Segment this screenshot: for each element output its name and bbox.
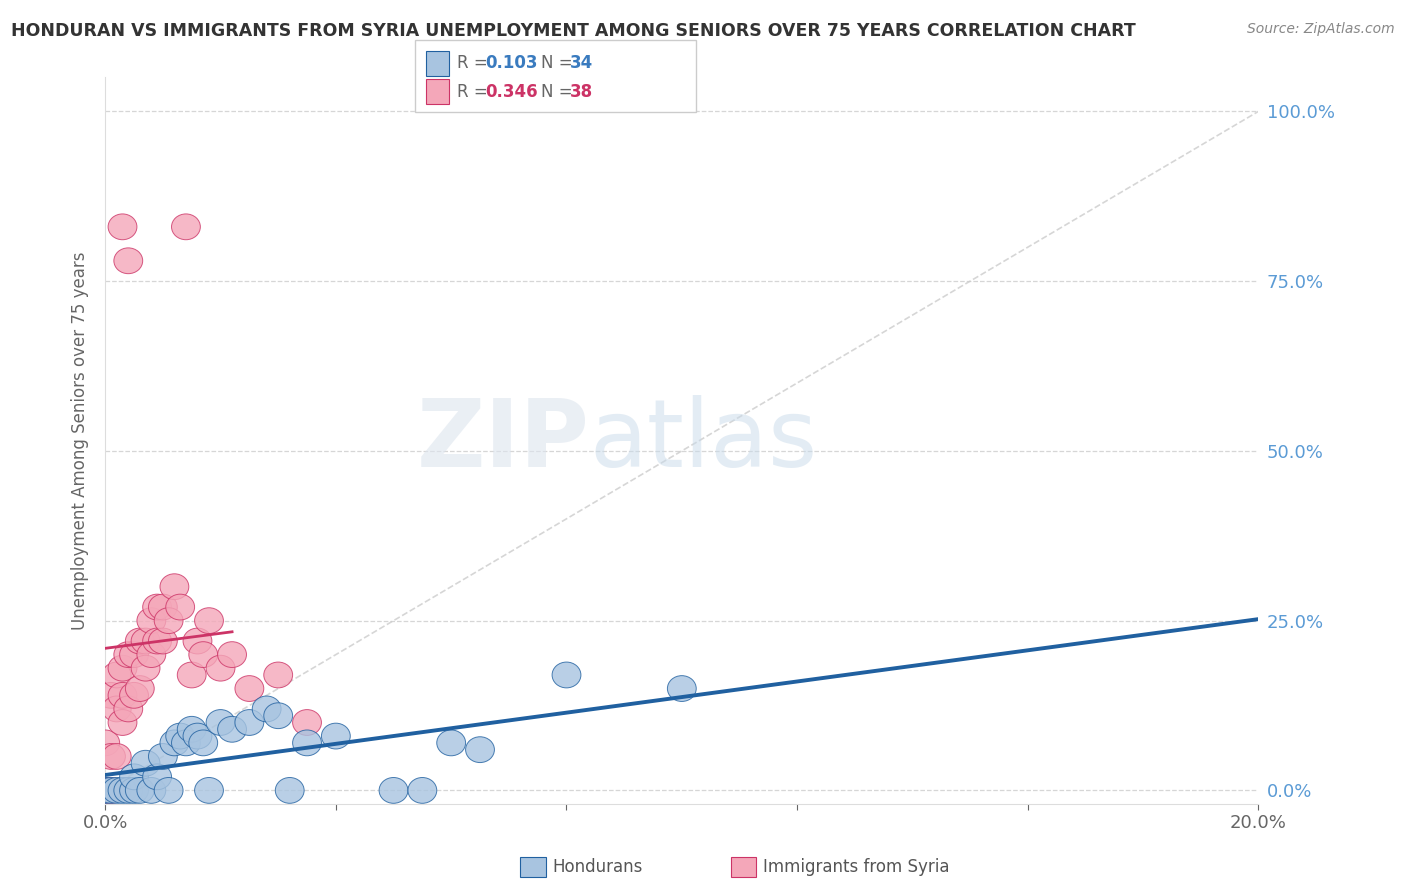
Ellipse shape: [292, 730, 322, 756]
Text: Hondurans: Hondurans: [553, 858, 643, 876]
Ellipse shape: [114, 696, 142, 722]
Ellipse shape: [108, 710, 136, 735]
Ellipse shape: [120, 778, 149, 804]
Ellipse shape: [149, 628, 177, 654]
Ellipse shape: [120, 682, 149, 708]
Ellipse shape: [108, 656, 136, 681]
Ellipse shape: [131, 656, 160, 681]
Ellipse shape: [142, 628, 172, 654]
Ellipse shape: [103, 696, 131, 722]
Y-axis label: Unemployment Among Seniors over 75 years: Unemployment Among Seniors over 75 years: [72, 252, 89, 630]
Text: 38: 38: [569, 83, 592, 101]
Ellipse shape: [97, 778, 125, 804]
Ellipse shape: [188, 730, 218, 756]
Ellipse shape: [91, 730, 120, 756]
Ellipse shape: [183, 723, 212, 749]
Ellipse shape: [155, 778, 183, 804]
Ellipse shape: [160, 574, 188, 599]
Ellipse shape: [114, 248, 142, 274]
Text: N =: N =: [541, 54, 578, 72]
Ellipse shape: [553, 662, 581, 688]
Ellipse shape: [437, 730, 465, 756]
Ellipse shape: [136, 641, 166, 667]
Ellipse shape: [160, 730, 188, 756]
Ellipse shape: [172, 730, 200, 756]
Ellipse shape: [114, 778, 142, 804]
Ellipse shape: [235, 675, 264, 701]
Ellipse shape: [125, 628, 155, 654]
Ellipse shape: [97, 778, 125, 804]
Ellipse shape: [120, 764, 149, 789]
Ellipse shape: [97, 682, 125, 708]
Ellipse shape: [177, 716, 207, 742]
Ellipse shape: [125, 675, 155, 701]
Ellipse shape: [103, 744, 131, 770]
Ellipse shape: [292, 710, 322, 735]
Ellipse shape: [136, 778, 166, 804]
Ellipse shape: [264, 662, 292, 688]
Ellipse shape: [218, 641, 246, 667]
Ellipse shape: [194, 607, 224, 633]
Ellipse shape: [155, 607, 183, 633]
Ellipse shape: [207, 656, 235, 681]
Ellipse shape: [136, 607, 166, 633]
Ellipse shape: [380, 778, 408, 804]
Ellipse shape: [149, 594, 177, 620]
Ellipse shape: [183, 628, 212, 654]
Ellipse shape: [97, 744, 125, 770]
Ellipse shape: [172, 214, 200, 240]
Text: R =: R =: [457, 83, 494, 101]
Text: ZIP: ZIP: [416, 395, 589, 487]
Ellipse shape: [149, 744, 177, 770]
Ellipse shape: [91, 778, 120, 804]
Ellipse shape: [120, 641, 149, 667]
Text: R =: R =: [457, 54, 494, 72]
Ellipse shape: [108, 214, 136, 240]
Text: 34: 34: [569, 54, 593, 72]
Ellipse shape: [108, 778, 136, 804]
Text: atlas: atlas: [589, 395, 818, 487]
Ellipse shape: [125, 778, 155, 804]
Ellipse shape: [131, 750, 160, 776]
Text: Source: ZipAtlas.com: Source: ZipAtlas.com: [1247, 22, 1395, 37]
Text: 0.346: 0.346: [485, 83, 537, 101]
Ellipse shape: [235, 710, 264, 735]
Ellipse shape: [408, 778, 437, 804]
Ellipse shape: [166, 723, 194, 749]
Ellipse shape: [142, 594, 172, 620]
Ellipse shape: [108, 682, 136, 708]
Ellipse shape: [103, 662, 131, 688]
Ellipse shape: [465, 737, 495, 763]
Text: N =: N =: [541, 83, 578, 101]
Ellipse shape: [142, 764, 172, 789]
Text: 0.103: 0.103: [485, 54, 537, 72]
Text: HONDURAN VS IMMIGRANTS FROM SYRIA UNEMPLOYMENT AMONG SENIORS OVER 75 YEARS CORRE: HONDURAN VS IMMIGRANTS FROM SYRIA UNEMPL…: [11, 22, 1136, 40]
Ellipse shape: [264, 703, 292, 729]
Ellipse shape: [166, 594, 194, 620]
Ellipse shape: [103, 778, 131, 804]
Ellipse shape: [252, 696, 281, 722]
Ellipse shape: [188, 641, 218, 667]
Ellipse shape: [194, 778, 224, 804]
Ellipse shape: [207, 710, 235, 735]
Ellipse shape: [114, 641, 142, 667]
Ellipse shape: [218, 716, 246, 742]
Ellipse shape: [668, 675, 696, 701]
Ellipse shape: [276, 778, 304, 804]
Ellipse shape: [322, 723, 350, 749]
Ellipse shape: [131, 628, 160, 654]
Ellipse shape: [177, 662, 207, 688]
Ellipse shape: [91, 778, 120, 804]
Text: Immigrants from Syria: Immigrants from Syria: [763, 858, 950, 876]
